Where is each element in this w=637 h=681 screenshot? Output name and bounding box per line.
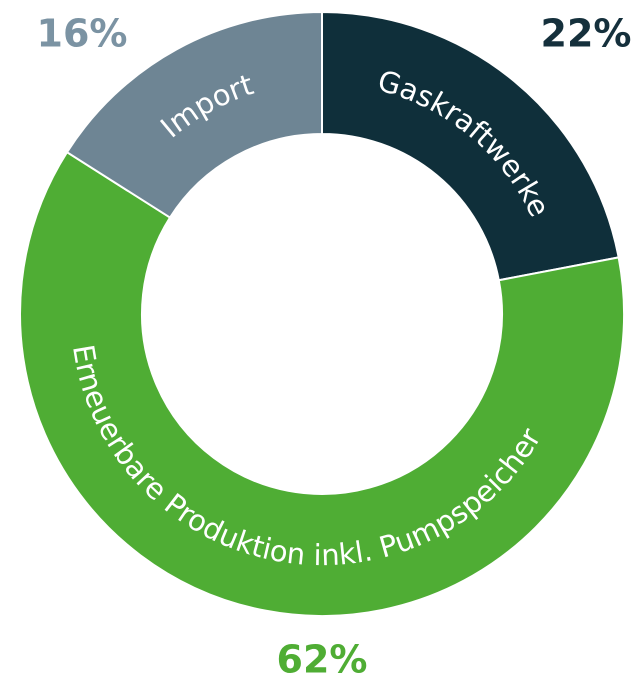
percent-label: 22%	[541, 12, 632, 56]
donut-segment	[65, 10, 323, 219]
percent-label: 16%	[37, 12, 128, 56]
donut-segment	[19, 150, 625, 617]
percent-label: 62%	[277, 638, 368, 681]
donut-segment	[321, 10, 620, 282]
